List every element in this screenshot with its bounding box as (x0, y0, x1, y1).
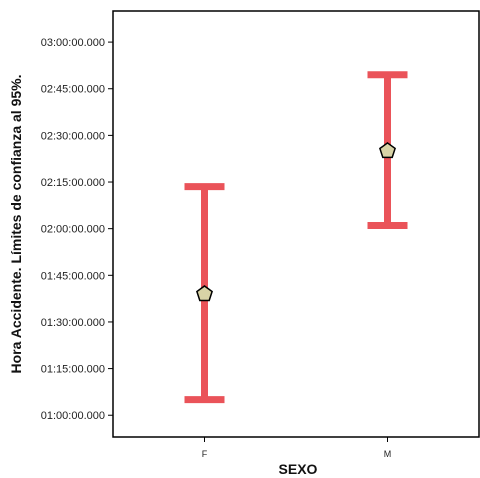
y-tick-label: 03:00:00.000 (41, 37, 105, 49)
x-tick-label: M (384, 449, 392, 459)
plot-frame (112, 10, 480, 438)
y-tick-label: 02:15:00.000 (41, 177, 105, 189)
y-tick-label: 02:30:00.000 (41, 130, 105, 142)
y-tick-label: 01:30:00.000 (41, 317, 105, 329)
x-axis-title: SEXO (279, 461, 318, 477)
x-tick-label: F (202, 449, 208, 459)
errorbar-marks (184, 71, 408, 404)
y-tick-label: 02:00:00.000 (41, 224, 105, 236)
y-tick-label: 02:45:00.000 (41, 84, 105, 96)
y-axis-title: Hora Accidente. Límites de confianza al … (8, 74, 24, 373)
y-axis-ticks: 01:00:00.000 01:15:00.000 01:30:00.000 01:4… (41, 37, 113, 422)
y-tick-label: 01:15:00.000 (41, 364, 105, 376)
mean-marker (379, 142, 396, 159)
y-tick-label: 01:45:00.000 (41, 270, 105, 282)
y-tick-label: 01:00:00.000 (41, 410, 105, 422)
mean-marker (196, 285, 213, 302)
